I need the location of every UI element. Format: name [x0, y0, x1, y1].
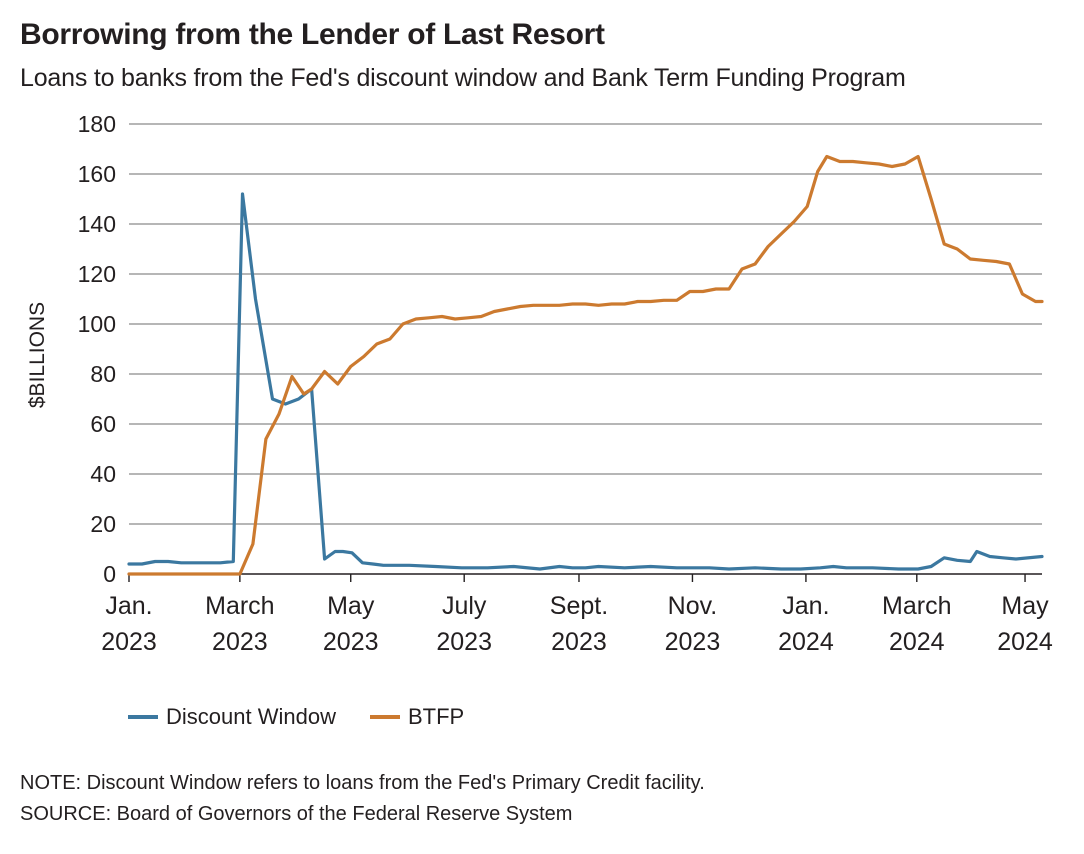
series-line-discount-window: [127, 192, 1044, 571]
x-tick-label-year: 2024: [778, 628, 834, 656]
x-tick-label: Jan.: [105, 592, 152, 620]
x-tick-label: March: [882, 592, 951, 620]
x-tick-label: May: [1001, 592, 1049, 620]
chart-title: Borrowing from the Lender of Last Resort: [20, 18, 605, 51]
legend-swatch-discount-window: [128, 715, 158, 719]
line-chart: 0 20 40 60 80 100 120 140 160 180 Jan. 2023 March 20…: [78, 111, 1053, 656]
x-tick-label-year: 2023: [436, 628, 492, 656]
x-tick-label: Jan.: [782, 592, 829, 620]
x-tick-label-year: 2023: [212, 628, 268, 656]
x-tick-label-year: 2023: [665, 628, 721, 656]
x-tick-label: May: [327, 592, 375, 620]
legend-label-btfp: BTFP: [407, 704, 465, 729]
legend-item-btfp: BTFP: [369, 704, 465, 730]
x-tick-label: Nov.: [668, 592, 718, 620]
gridlines: [129, 123, 1042, 575]
chart-subtitle: Loans to banks from the Fed's discount w…: [20, 64, 906, 92]
y-tick-label: 40: [90, 461, 116, 487]
source-text: SOURCE: Board of Governors of the Federa…: [20, 803, 573, 825]
x-tick-label: July: [442, 592, 487, 620]
legend-label-discount-window: Discount Window: [166, 704, 336, 729]
y-tick-label: 180: [78, 111, 116, 137]
legend-item-discount-window: Discount Window: [128, 704, 336, 730]
y-tick-label: 60: [90, 411, 116, 437]
x-tick-label-year: 2023: [101, 628, 157, 656]
y-tick-label: 0: [103, 561, 116, 587]
x-tick-label: March: [205, 592, 274, 620]
x-tick-label: Sept.: [550, 592, 608, 620]
x-tick-label-year: 2023: [323, 628, 379, 656]
y-tick-label: 80: [90, 361, 116, 387]
x-tick-label-year: 2024: [889, 628, 945, 656]
y-tick-labels: 0 20 40 60 80 100 120 140 160 180: [78, 111, 116, 587]
y-tick-label: 100: [78, 311, 116, 337]
y-tick-label: 140: [78, 211, 116, 237]
note-text: NOTE: Discount Window refers to loans fr…: [20, 772, 705, 794]
legend: Discount Window BTFP: [128, 704, 498, 730]
x-tick-labels: Jan. 2023 March 2023 May 2023 July 2023 Sept. 202…: [101, 574, 1053, 656]
footnotes: NOTE: Discount Window refers to loans fr…: [20, 768, 705, 830]
y-tick-label: 160: [78, 161, 116, 187]
x-tick-label-year: 2024: [997, 628, 1053, 656]
y-tick-label: 20: [90, 511, 116, 537]
x-tick-label-year: 2023: [551, 628, 607, 656]
series-lines: [127, 154, 1044, 576]
series-line-btfp: [127, 154, 1044, 576]
legend-swatch-btfp: [369, 715, 400, 719]
y-tick-label: 120: [78, 261, 116, 287]
